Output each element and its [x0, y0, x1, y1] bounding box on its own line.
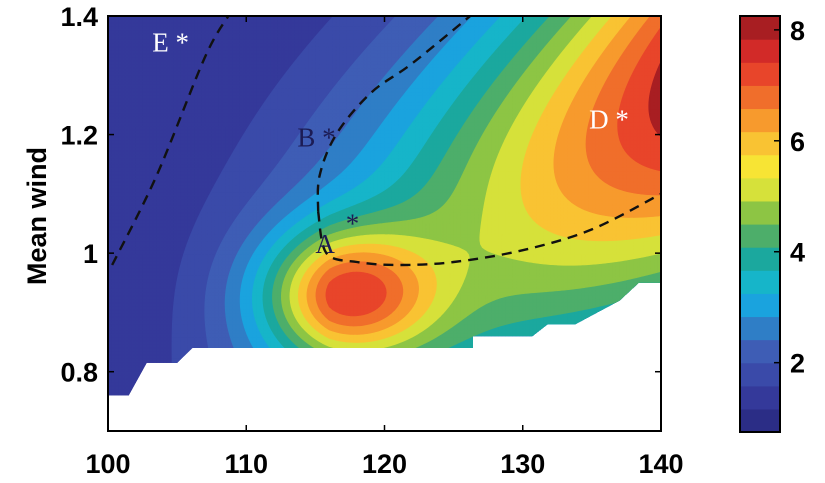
x-tick-label: 140 — [638, 449, 683, 479]
contour-fills — [108, 16, 661, 431]
colorbar-swatch — [740, 247, 780, 271]
colorbar-swatch — [740, 85, 780, 109]
annotation-1: E * — [152, 28, 189, 58]
colorbar-tick-label: 2 — [790, 349, 805, 379]
colorbar-swatch — [740, 39, 780, 63]
colorbar-tick-label: 4 — [790, 238, 805, 268]
y-tick-label: 1.4 — [60, 2, 98, 32]
x-tick-label: 100 — [85, 449, 130, 479]
x-tick-label: 110 — [224, 449, 268, 479]
colorbar: 2 4 6 8 — [740, 16, 805, 433]
colorbar-swatch — [740, 155, 780, 179]
colorbar-swatch — [740, 316, 780, 340]
colorbar-swatch — [740, 270, 780, 294]
colorbar-swatch — [740, 16, 780, 40]
x-tick-label: 130 — [500, 449, 545, 479]
colorbar-swatch — [740, 178, 780, 202]
colorbar-swatch — [740, 409, 780, 433]
plot-area: E * B * A * D * 100 110 120 130 140 0.8 1 1.2 1.4 — [60, 2, 683, 479]
x-tick-label: 120 — [362, 449, 407, 479]
y-tick-label: 1.2 — [60, 121, 98, 151]
annotation-3: A — [315, 229, 335, 259]
contour-region — [108, 16, 661, 431]
colorbar-tick-label: 6 — [790, 127, 805, 157]
colorbar-tick-label: 8 — [790, 16, 805, 46]
colorbar-swatch — [740, 108, 780, 132]
y-axis-label: Mean wind — [22, 147, 52, 285]
annotation-5: D * — [589, 105, 629, 135]
colorbar-swatch — [740, 201, 780, 225]
colorbar-swatch — [740, 386, 780, 410]
colorbar-swatch — [740, 132, 780, 156]
colorbar-swatch — [740, 62, 780, 86]
annotation-4: * — [346, 208, 360, 238]
y-tick-label: 0.8 — [60, 358, 98, 388]
colorbar-swatch — [740, 293, 780, 317]
colorbar-blocks — [740, 16, 780, 433]
y-tick-label: 1 — [83, 239, 98, 269]
colorbar-swatch — [740, 340, 780, 364]
colorbar-swatch — [740, 363, 780, 387]
annotation-2: B * — [297, 122, 335, 152]
colorbar-swatch — [740, 224, 780, 248]
